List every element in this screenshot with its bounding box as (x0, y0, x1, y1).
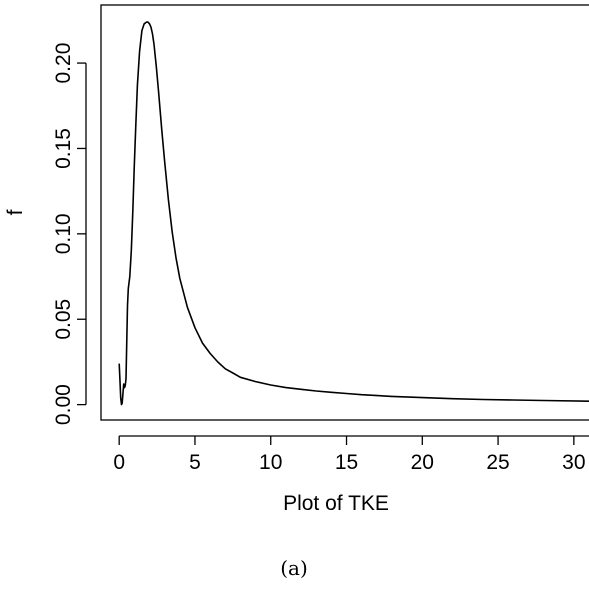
x-tick-label: 20 (411, 451, 434, 474)
series-line (118, 21, 589, 406)
x-tick-label: 5 (189, 451, 201, 474)
x-tick-label: 30 (562, 451, 585, 474)
y-tick-label: 0.10 (52, 213, 75, 254)
x-tick-label: 15 (335, 451, 358, 474)
y-axis-title: f (4, 209, 27, 215)
y-tick-label: 0.15 (52, 128, 75, 169)
y-tick-label: 0.00 (52, 384, 75, 425)
x-tick-label: 25 (486, 451, 509, 474)
y-tick-label: 0.05 (52, 299, 75, 340)
figure-caption: (a) (280, 556, 308, 580)
y-axis: 0.00 0.05 0.10 0.15 0.20 (52, 43, 87, 425)
series-group (118, 21, 589, 406)
plot-border (100, 4, 589, 421)
plot-frame (100, 4, 589, 421)
x-tick-label: 0 (113, 451, 125, 474)
x-axis-title: Plot of TKE (283, 492, 389, 515)
x-axis: 0 5 10 15 20 25 30 (113, 435, 589, 474)
x-tick-label: 10 (259, 451, 282, 474)
y-tick-label: 0.20 (52, 43, 75, 84)
